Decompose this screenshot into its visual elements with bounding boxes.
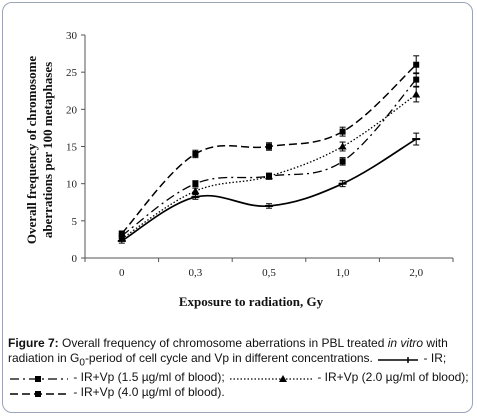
caption-text-2: with radiation in G [8, 336, 448, 365]
data-point [339, 158, 346, 165]
chart-series [117, 55, 421, 244]
legend-text-ir: - IR; [420, 351, 447, 365]
y-tick-label: 0 [72, 253, 78, 265]
caption-italic: in vitro [387, 336, 424, 350]
legend-text-vp20: - IR+Vp (2.0 µg/ml of blood); [313, 370, 469, 385]
x-tick-label: 1,0 [336, 267, 350, 279]
data-point [117, 234, 126, 242]
x-axis-label: Exposure to radiation, Gy [179, 294, 324, 309]
caption-label: Figure 7: [8, 336, 59, 350]
data-point [413, 76, 420, 83]
data-point [192, 150, 199, 157]
series-line [121, 79, 417, 237]
data-point [413, 61, 420, 68]
caption-text-3: -period of cell cycle and Vp in differen… [84, 351, 377, 365]
data-point [191, 187, 200, 195]
series-1 [118, 72, 420, 239]
legend-swatch-vp40 [8, 389, 70, 398]
figure-caption: Figure 7: Overall frequency of chromosom… [8, 336, 470, 400]
x-tick-label: 0,5 [262, 267, 276, 279]
legend-swatch-vp20 [228, 374, 314, 383]
series-line [121, 138, 417, 242]
y-tick-label: 10 [66, 179, 78, 191]
y-tick-label: 5 [72, 216, 78, 228]
legend-swatch-ir [376, 355, 420, 363]
series-3 [118, 55, 420, 237]
line-chart: 0 5 10 15 20 25 30 0 0,3 0,5 1,0 2,0 Overall freque… [24, 30, 454, 309]
data-point [338, 142, 347, 150]
legend-swatch-vp15 [8, 374, 70, 383]
legend-text-vp15: - IR+Vp (1.5 µg/ml of blood); [70, 370, 228, 385]
y-axis-label-line-2: aberrations per 100 metaphases [40, 62, 55, 238]
y-tick-label: 30 [66, 30, 78, 42]
x-tick-label: 2,0 [409, 267, 423, 279]
y-tick-label: 15 [66, 142, 78, 154]
y-tick-label: 20 [66, 104, 78, 116]
y-axis-label: Overall frequency of chromosome aberrati… [24, 56, 55, 245]
data-point [118, 230, 125, 237]
legend-text-vp40: - IR+Vp (4.0 µg/ml of blood). [70, 385, 225, 400]
caption-text-1: Overall frequency of chromosome aberrati… [58, 336, 388, 350]
data-point [192, 180, 199, 187]
x-tick-label: 0 [119, 267, 125, 279]
figure-frame [2, 2, 473, 413]
data-point [265, 172, 273, 180]
x-tick-label: 0,3 [189, 267, 203, 279]
y-axis-label-line-1: Overall frequency of chromosome [24, 56, 39, 245]
series-2 [117, 86, 421, 242]
data-point [339, 128, 346, 135]
y-tick-label: 25 [66, 67, 78, 79]
data-point [412, 90, 421, 98]
chart-ticks: 0 5 10 15 20 25 30 0 0,3 0,5 1,0 2,0 [66, 30, 454, 279]
data-point [266, 143, 272, 150]
caption-subscript: 0 [79, 357, 85, 369]
